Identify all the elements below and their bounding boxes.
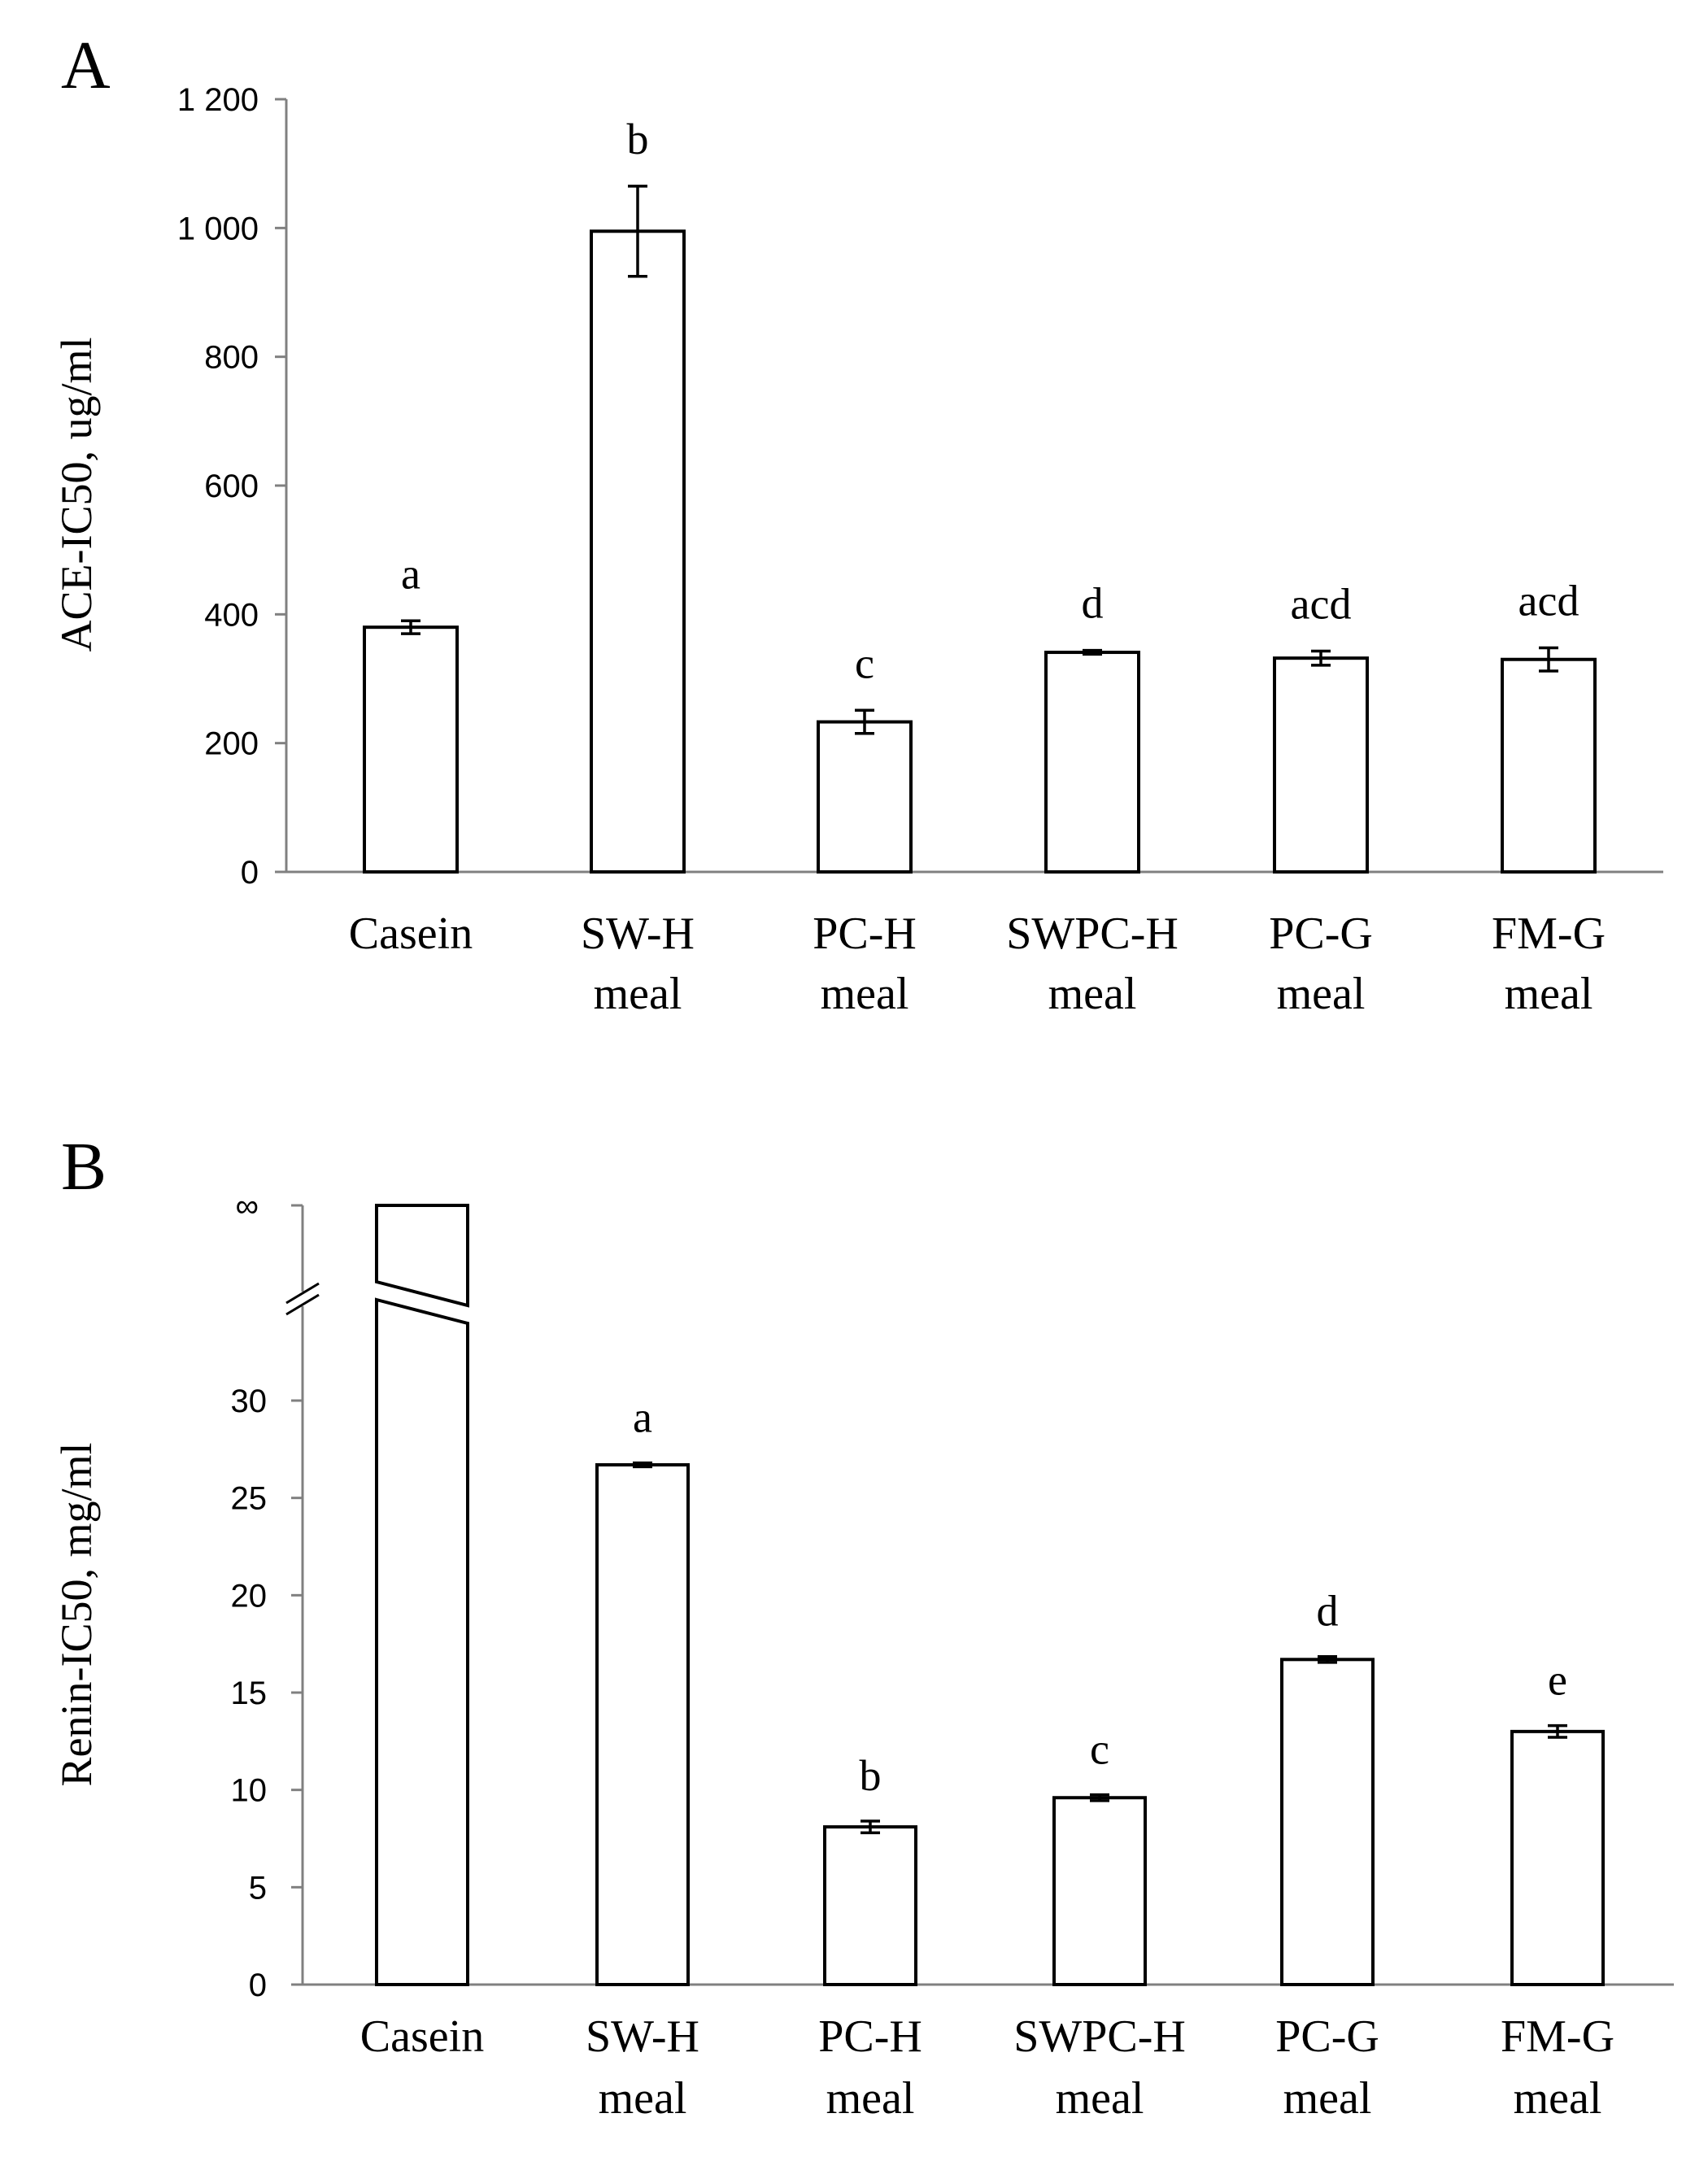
- panel-a-y-tick-label: 400: [204, 597, 259, 633]
- panel-b-category-label: PC-G: [1275, 2011, 1379, 2062]
- panel-b-y-tick-label: 25: [231, 1481, 268, 1517]
- panel-b-letter: B: [61, 1129, 107, 1205]
- panel-a-bar-fm-g-meal: [1501, 657, 1597, 874]
- panel-b-axis-break-mark: [285, 1293, 320, 1316]
- panel-a-bar-pc-h-meal: [817, 720, 913, 874]
- panel-a-y-tick-label: 200: [204, 726, 259, 762]
- panel-b: B Renin-IC50, mg/ml ∞ 0 5 10 15 20 25 30 Casein a…: [52, 1129, 1674, 2124]
- panel-a-plot: 0 200 400 600 800 1 000 1 200 a Casein b SW-H meal c…: [177, 82, 1663, 1019]
- panel-a-category-label: meal: [821, 969, 909, 1019]
- panel-a-significance-label: d: [1082, 579, 1104, 628]
- panel-b-category-label: meal: [1514, 2073, 1602, 2124]
- panel-b-significance-label: d: [1317, 1587, 1339, 1636]
- panel-b-bar-pc-g-meal: [1280, 1658, 1375, 1987]
- panel-a-y-tick-label: 1 200: [177, 82, 259, 118]
- panel-a-category-label: Casein: [349, 909, 473, 959]
- panel-a-category-label: SWPC-H: [1006, 909, 1179, 959]
- panel-b-y-tick-label: 30: [231, 1384, 268, 1419]
- panel-b-significance-label: e: [1548, 1656, 1567, 1705]
- panel-b-y-tick-label: 5: [249, 1870, 267, 1906]
- panel-a-significance-label: b: [627, 115, 649, 163]
- panel-b-y-tick-label: 15: [231, 1675, 268, 1711]
- panel-a-bar-pc-g-meal: [1273, 656, 1369, 874]
- panel-b-axis-break-mark: [285, 1282, 320, 1305]
- panel-b-bar-sw-h-meal: [595, 1462, 690, 1986]
- panel-b-bar-casein: [375, 1297, 469, 1986]
- panel-a-y-tick-label: 0: [241, 855, 259, 891]
- panel-b-significance-label: a: [633, 1393, 652, 1442]
- panel-a: A ACE-IC50, ug/ml 0 200 400 600 800 1 000 1 20…: [52, 28, 1663, 1019]
- panel-a-category-label: PC-H: [813, 909, 917, 959]
- panel-a-y-axis-title: ACE-IC50, ug/ml: [52, 338, 101, 652]
- panel-b-y-axis-title: Renin-IC50, mg/ml: [52, 1443, 101, 1787]
- panel-b-category-label: Casein: [360, 2011, 484, 2062]
- panel-b-bar-casein-upper: [375, 1204, 469, 1308]
- panel-b-category-label: SWPC-H: [1013, 2011, 1186, 2062]
- panel-b-y-tick-label: 10: [231, 1773, 268, 1809]
- panel-b-bar-swpc-h-meal: [1052, 1796, 1147, 1986]
- panel-b-category-label: meal: [1283, 2073, 1372, 2124]
- panel-a-category-label: FM-G: [1492, 909, 1606, 959]
- panel-a-significance-label: a: [401, 549, 420, 598]
- panel-a-significance-label: c: [855, 638, 874, 687]
- panel-a-category-label: meal: [1277, 969, 1366, 1019]
- panel-b-category-label: FM-G: [1501, 2011, 1614, 2062]
- panel-b-y-tick-label: 0: [249, 1967, 267, 2003]
- panel-a-bar-casein: [363, 625, 459, 874]
- panel-a-category-label: meal: [1048, 969, 1137, 1019]
- panel-a-category-label: SW-H: [581, 909, 695, 959]
- panel-a-category-label: PC-G: [1269, 909, 1373, 959]
- panel-b-significance-label: c: [1090, 1725, 1109, 1774]
- panel-a-bar-sw-h-meal: [590, 229, 686, 874]
- panel-b-category-label: meal: [826, 2073, 915, 2124]
- panel-b-significance-label: b: [860, 1751, 882, 1800]
- panel-b-category-label: meal: [1056, 2073, 1144, 2124]
- panel-b-infinity-label: ∞: [235, 1188, 259, 1224]
- panel-a-bar-swpc-h-meal: [1044, 651, 1140, 874]
- panel-b-category-label: meal: [599, 2073, 687, 2124]
- panel-b-category-label: SW-H: [586, 2011, 699, 2062]
- panel-a-significance-label: acd: [1291, 579, 1352, 628]
- panel-b-category-label: PC-H: [818, 2011, 922, 2062]
- panel-b-bar-pc-h-meal: [823, 1825, 917, 1986]
- panel-b-bar-fm-g-meal: [1510, 1729, 1605, 1987]
- panel-a-y-tick-label: 600: [204, 468, 259, 504]
- panel-a-significance-label: acd: [1518, 577, 1579, 625]
- panel-a-category-label: meal: [594, 969, 682, 1019]
- panel-b-plot: ∞ 0 5 10 15 20 25 30 Casein a SW-H meal b PC-H meal c SW…: [231, 1188, 1674, 2124]
- panel-a-category-label: meal: [1505, 969, 1593, 1019]
- panel-a-y-tick-label: 800: [204, 340, 259, 376]
- panel-a-letter: A: [61, 28, 111, 103]
- panel-b-y-tick-label: 20: [231, 1578, 268, 1614]
- panel-a-y-tick-label: 1 000: [177, 211, 259, 246]
